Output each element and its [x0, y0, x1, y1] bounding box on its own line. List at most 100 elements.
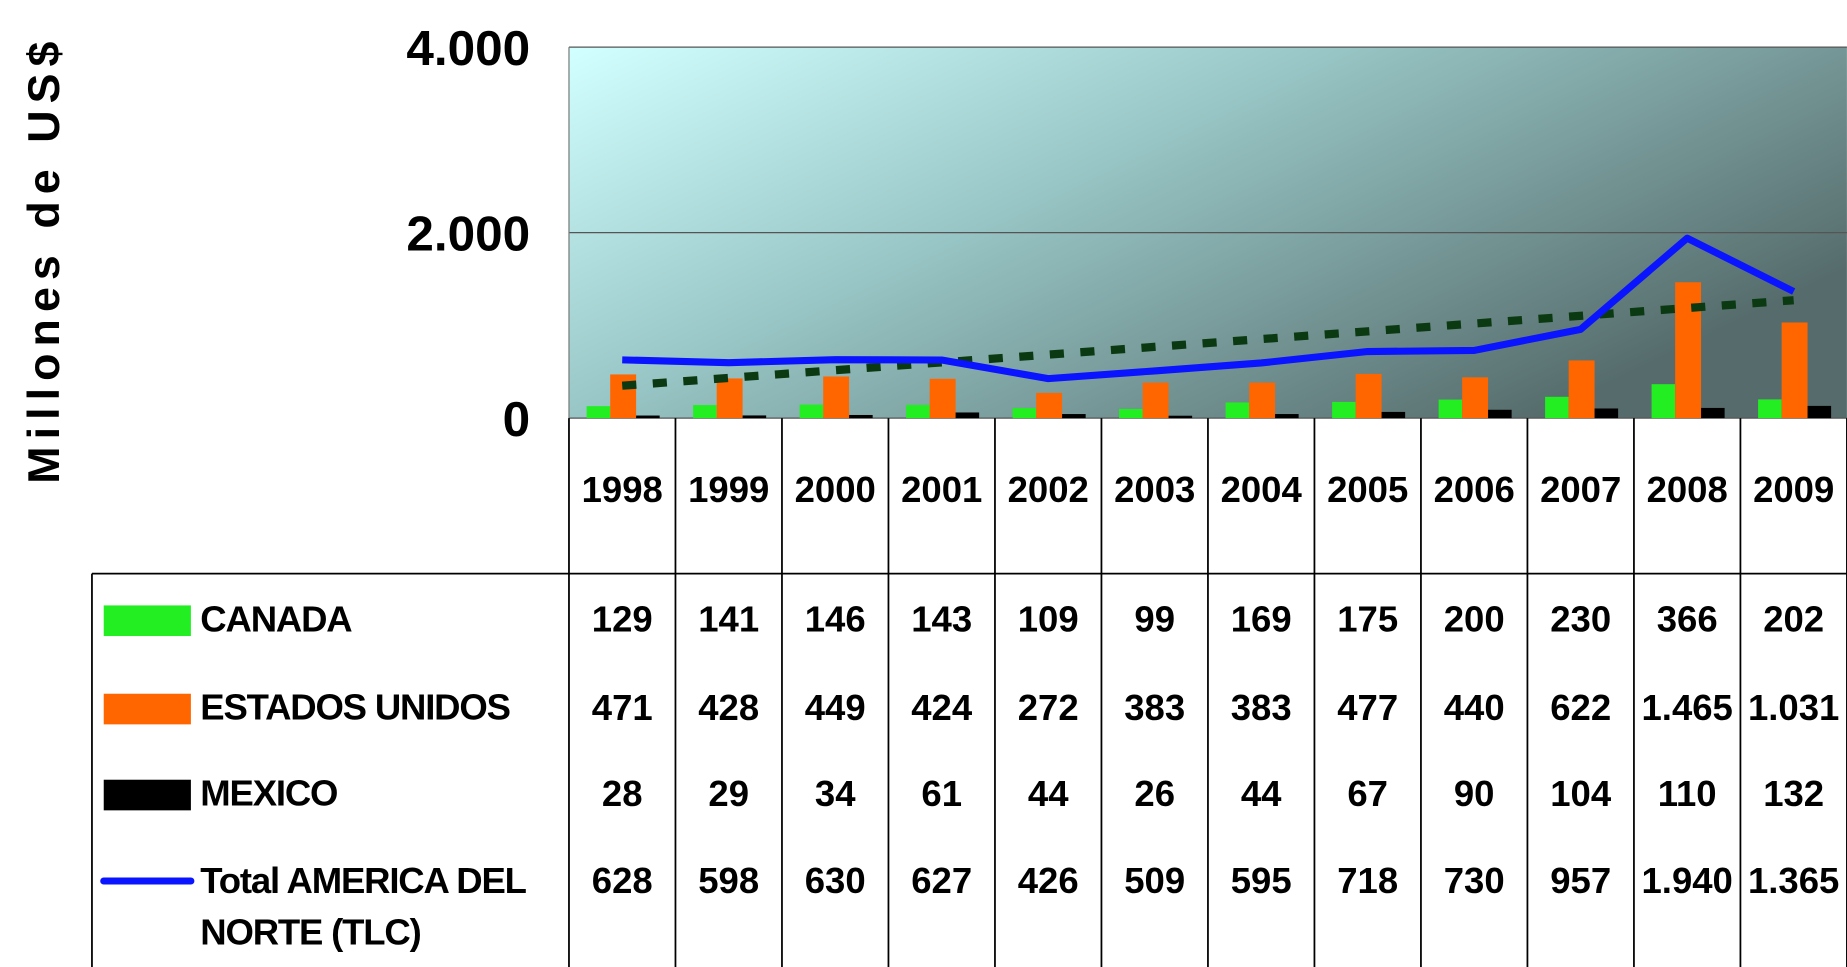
- bar: [1781, 322, 1808, 419]
- bar: [1168, 415, 1193, 419]
- table-value: 110: [1658, 773, 1717, 814]
- table-value: 230: [1550, 599, 1611, 640]
- table-value: 169: [1231, 599, 1292, 640]
- table-value: 718: [1337, 860, 1398, 901]
- legend-label-box: MEXICO: [200, 772, 338, 814]
- table-value: 109: [1018, 599, 1079, 640]
- table-value: 383: [1231, 687, 1292, 728]
- bar: [1249, 382, 1276, 419]
- bar: [586, 406, 611, 419]
- x-tick-label: 2002: [1008, 469, 1089, 510]
- x-tick-label: 1998: [582, 469, 663, 510]
- x-tick-label: 2005: [1327, 469, 1408, 510]
- bar: [1651, 384, 1676, 419]
- legend-label: MEXICO: [200, 772, 338, 814]
- table-value: 1.031: [1748, 687, 1839, 728]
- table-value: 143: [911, 599, 972, 640]
- bar: [1355, 373, 1382, 419]
- bar: [799, 404, 824, 419]
- bar: [1701, 407, 1725, 419]
- bar: [1142, 382, 1169, 419]
- table-value: 272: [1018, 687, 1079, 728]
- bar: [1062, 414, 1086, 419]
- bar: [1568, 360, 1595, 419]
- bar: [1036, 392, 1063, 419]
- y-tick-label: 4.000: [406, 21, 530, 76]
- legend-key: [103, 693, 191, 725]
- bar: [1462, 377, 1489, 419]
- bar: [1012, 408, 1037, 419]
- bar: [849, 414, 873, 419]
- table-value: 141: [698, 599, 759, 640]
- table-value: 132: [1763, 773, 1824, 814]
- table-value: 67: [1347, 773, 1388, 814]
- bar: [742, 415, 767, 419]
- table-value: 957: [1550, 860, 1611, 901]
- table-value: 1.465: [1642, 687, 1733, 728]
- table-value: 61: [921, 773, 962, 814]
- table-value: 44: [1028, 773, 1069, 814]
- table-value: 449: [805, 687, 866, 728]
- legend-key: [103, 605, 191, 637]
- table-value: 477: [1337, 687, 1398, 728]
- table-value: 622: [1550, 687, 1611, 728]
- table-value: 99: [1134, 599, 1175, 640]
- table-value: 428: [698, 687, 759, 728]
- bar: [929, 378, 956, 419]
- x-tick-label: 2000: [795, 469, 876, 510]
- table-value: 366: [1657, 599, 1718, 640]
- x-tick-label: 2008: [1647, 469, 1728, 510]
- bar: [1119, 408, 1143, 419]
- bar: [823, 376, 850, 419]
- bar: [1225, 402, 1250, 419]
- table-value: 628: [592, 860, 653, 901]
- table-value: 471: [592, 687, 653, 728]
- table-value: 44: [1241, 773, 1282, 814]
- table-value: 202: [1763, 599, 1824, 640]
- table-value: 598: [698, 860, 759, 901]
- x-tick-label: 1999: [688, 469, 769, 510]
- table-value: 129: [592, 599, 653, 640]
- table-value: 175: [1337, 599, 1398, 640]
- bar: [1675, 282, 1702, 419]
- legend-label-box: Total AMERICA DEL NORTE (TLC): [200, 859, 526, 953]
- table-value: 627: [911, 860, 972, 901]
- legend-label-box: CANADA: [200, 598, 352, 639]
- legend-key: [103, 779, 191, 811]
- legend-label: ESTADOS UNIDOS: [200, 686, 511, 728]
- table-value: 28: [602, 773, 643, 814]
- table-value: 1.940: [1642, 860, 1733, 901]
- table-value: 104: [1550, 773, 1612, 814]
- line: [622, 234, 1796, 383]
- table-value: 383: [1124, 687, 1185, 728]
- table-value: 424: [911, 687, 973, 728]
- y-tick-label: 2.000: [406, 206, 530, 261]
- bar: [1275, 414, 1299, 419]
- x-tick-label: 2009: [1753, 469, 1834, 510]
- table-value: 26: [1134, 773, 1175, 814]
- table-value: 440: [1444, 687, 1505, 728]
- legend-label: Total AMERICA DEL NORTE (TLC): [200, 859, 526, 953]
- bar: [1758, 399, 1782, 419]
- x-tick-label: 2007: [1540, 469, 1621, 510]
- bar: [716, 378, 743, 419]
- y-axis-label: Millones de US$: [19, 35, 69, 484]
- bar: [1807, 405, 1832, 419]
- table-value: 509: [1124, 860, 1185, 901]
- y-tick-label: 0: [503, 392, 531, 447]
- legend-label-box: ESTADOS UNIDOS: [200, 686, 511, 728]
- bar: [636, 415, 660, 419]
- bar: [955, 412, 980, 419]
- bar: [1381, 411, 1406, 419]
- x-tick-label: 2006: [1434, 469, 1515, 510]
- table-value: 730: [1444, 860, 1505, 901]
- bar: [1438, 399, 1463, 419]
- bar: [1594, 408, 1619, 419]
- x-tick-label: 2003: [1114, 469, 1195, 510]
- x-tick-label: 2004: [1221, 469, 1303, 510]
- bar: [693, 405, 717, 419]
- table-value: 1.365: [1748, 860, 1839, 901]
- trendline: [621, 296, 1794, 390]
